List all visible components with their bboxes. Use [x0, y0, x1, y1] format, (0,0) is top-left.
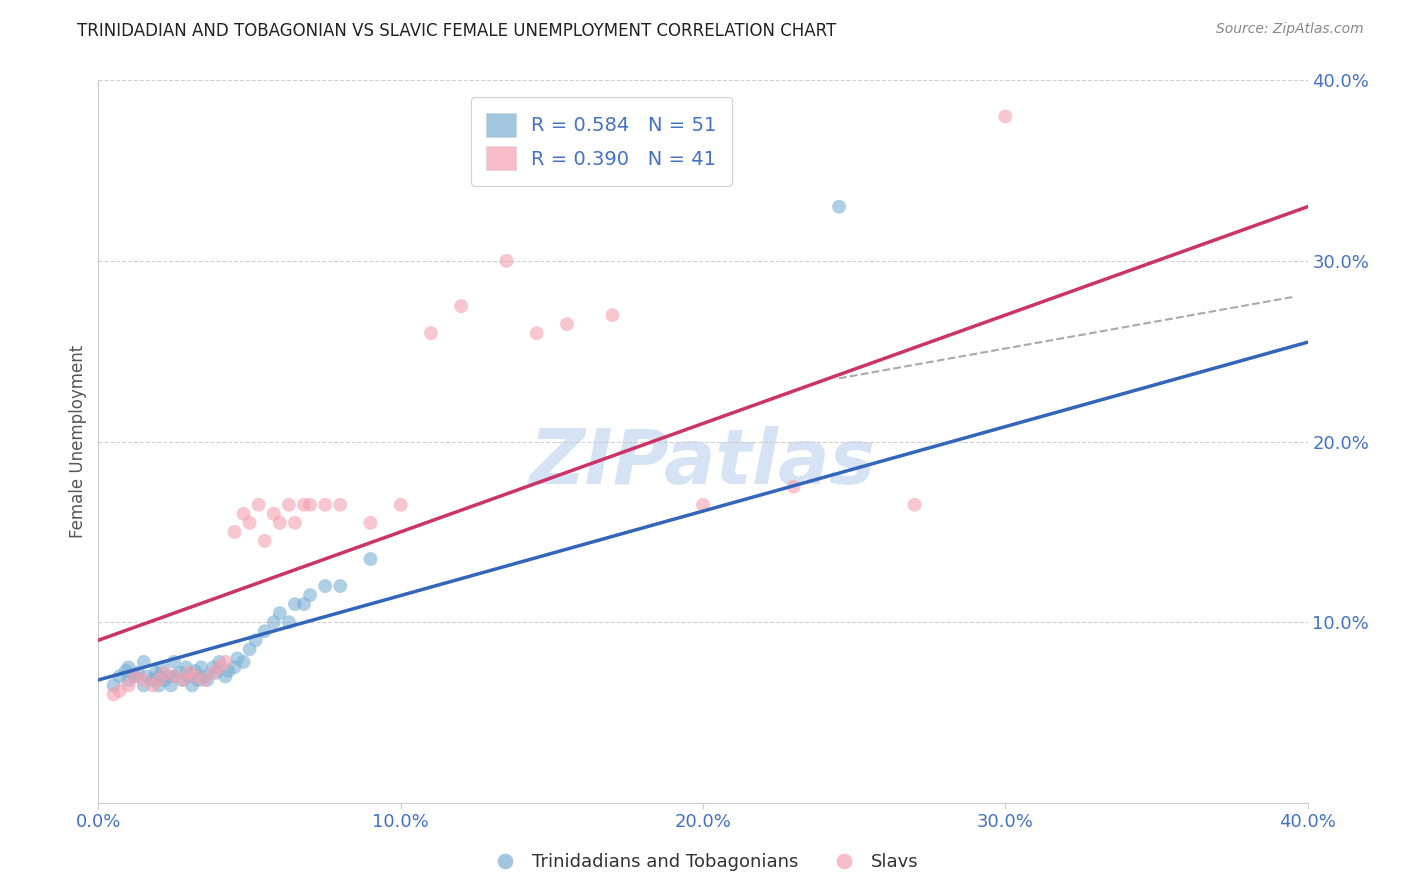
Point	[292, 597, 315, 611]
Point	[148, 678, 170, 692]
Point	[181, 678, 204, 692]
Point	[179, 669, 201, 683]
Point	[148, 669, 170, 683]
Point	[160, 678, 183, 692]
Point	[994, 109, 1017, 123]
Point	[420, 326, 443, 340]
Point	[103, 687, 125, 701]
Point	[148, 673, 170, 687]
Y-axis label: Female Unemployment: Female Unemployment	[69, 345, 87, 538]
Point	[314, 579, 336, 593]
Point	[247, 498, 270, 512]
Point	[360, 552, 382, 566]
Point	[195, 673, 218, 687]
Point	[783, 480, 806, 494]
Point	[132, 673, 155, 687]
Point	[263, 507, 285, 521]
Point	[156, 669, 179, 683]
Text: TRINIDADIAN AND TOBAGONIAN VS SLAVIC FEMALE UNEMPLOYMENT CORRELATION CHART: TRINIDADIAN AND TOBAGONIAN VS SLAVIC FEM…	[77, 22, 837, 40]
Point	[135, 669, 157, 683]
Point	[329, 579, 352, 593]
Point	[114, 664, 136, 678]
Point	[174, 660, 197, 674]
Point	[124, 669, 146, 683]
Point	[169, 665, 191, 680]
Point	[239, 642, 262, 657]
Point	[269, 516, 291, 530]
Point	[184, 664, 207, 678]
Point	[450, 299, 472, 313]
Point	[153, 665, 176, 680]
Point	[172, 673, 194, 687]
Point	[132, 655, 155, 669]
Point	[108, 669, 131, 683]
Point	[226, 651, 249, 665]
Point	[187, 673, 209, 687]
Point	[190, 660, 212, 674]
Point	[124, 669, 146, 683]
Text: ZIPatlas: ZIPatlas	[530, 426, 876, 500]
Point	[103, 678, 125, 692]
Point	[118, 660, 141, 674]
Point	[555, 317, 578, 331]
Point	[118, 678, 141, 692]
Point	[253, 533, 276, 548]
Point	[299, 498, 322, 512]
Point	[232, 655, 254, 669]
Point	[904, 498, 927, 512]
Point	[284, 516, 307, 530]
Point	[232, 507, 254, 521]
Point	[828, 200, 851, 214]
Point	[277, 615, 299, 630]
Point	[202, 660, 225, 674]
Point	[208, 655, 231, 669]
Point	[314, 498, 336, 512]
Point	[214, 669, 236, 683]
Point	[299, 588, 322, 602]
Point	[389, 498, 412, 512]
Point	[179, 665, 201, 680]
Point	[495, 254, 517, 268]
Point	[214, 655, 236, 669]
Point	[184, 669, 207, 683]
Point	[253, 624, 276, 639]
Point	[108, 683, 131, 698]
Point	[277, 498, 299, 512]
Point	[692, 498, 714, 512]
Point	[360, 516, 382, 530]
Legend: Trinidadians and Tobagonians, Slavs: Trinidadians and Tobagonians, Slavs	[479, 847, 927, 879]
Point	[208, 660, 231, 674]
Text: Source: ZipAtlas.com: Source: ZipAtlas.com	[1216, 22, 1364, 37]
Point	[145, 665, 167, 680]
Point	[153, 673, 176, 687]
Point	[163, 655, 186, 669]
Point	[142, 678, 165, 692]
Point	[193, 669, 215, 683]
Point	[526, 326, 548, 340]
Point	[172, 673, 194, 687]
Point	[284, 597, 307, 611]
Point	[127, 665, 149, 680]
Point	[292, 498, 315, 512]
Point	[193, 673, 215, 687]
Point	[263, 615, 285, 630]
Point	[163, 669, 186, 683]
Point	[205, 665, 228, 680]
Point	[245, 633, 267, 648]
Point	[217, 664, 239, 678]
Point	[202, 665, 225, 680]
Point	[132, 678, 155, 692]
Point	[118, 673, 141, 687]
Point	[602, 308, 624, 322]
Point	[150, 660, 173, 674]
Point	[224, 524, 246, 539]
Point	[163, 669, 186, 683]
Point	[269, 606, 291, 620]
Point	[142, 673, 165, 687]
Point	[239, 516, 262, 530]
Legend: R = 0.584   N = 51, R = 0.390   N = 41: R = 0.584 N = 51, R = 0.390 N = 41	[471, 97, 733, 186]
Point	[329, 498, 352, 512]
Point	[224, 660, 246, 674]
